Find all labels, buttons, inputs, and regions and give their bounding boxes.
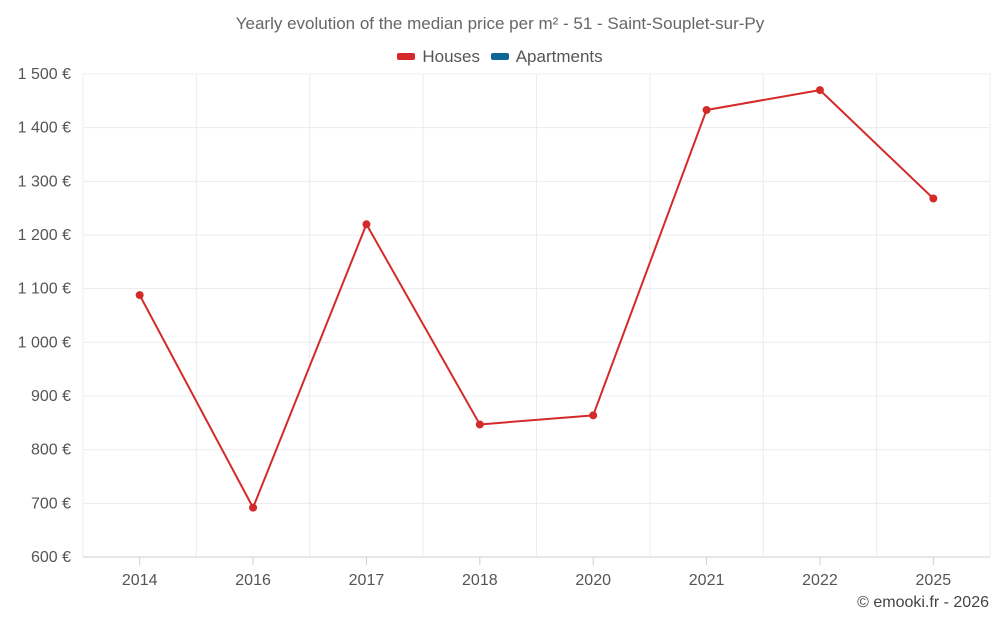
data-point xyxy=(929,194,938,203)
legend-label-houses: Houses xyxy=(422,46,480,66)
y-tick-label: 800 € xyxy=(31,442,71,459)
chart-title: Yearly evolution of the median price per… xyxy=(235,14,765,33)
x-tick-label: 2017 xyxy=(349,572,385,589)
x-tick-label: 2016 xyxy=(235,572,271,589)
data-point xyxy=(815,86,824,95)
data-point xyxy=(702,105,711,114)
legend-swatch-houses xyxy=(397,53,416,60)
data-point xyxy=(135,291,144,300)
x-tick-label: 2021 xyxy=(689,572,725,589)
legend-label-apartments: Apartments xyxy=(515,46,603,66)
y-tick-label: 700 € xyxy=(31,495,71,512)
y-tick-label: 600 € xyxy=(31,549,71,566)
y-tick-label: 1 200 € xyxy=(18,227,71,244)
x-tick-label: 2020 xyxy=(575,572,611,589)
data-point xyxy=(589,411,598,420)
x-tick-label: 2018 xyxy=(462,572,498,589)
y-tick-label: 1 000 € xyxy=(18,334,71,351)
y-tick-label: 1 100 € xyxy=(18,281,71,298)
legend: Houses Apartments xyxy=(0,45,1000,67)
legend-item-apartments[interactable]: Apartments xyxy=(490,46,603,67)
legend-swatch-apartments xyxy=(490,53,509,60)
legend-item-houses[interactable]: Houses xyxy=(397,47,480,67)
y-tick-label: 900 € xyxy=(31,388,71,405)
x-tick-label: 2014 xyxy=(122,572,158,589)
y-tick-label: 1 300 € xyxy=(18,173,71,190)
y-tick-label: 1 400 € xyxy=(18,120,71,137)
data-point xyxy=(249,503,258,512)
series-line-houses xyxy=(138,89,935,509)
x-tick-label: 2022 xyxy=(802,572,838,589)
data-point xyxy=(362,220,371,229)
data-point xyxy=(475,420,484,429)
y-tick-label: 1 500 € xyxy=(18,66,71,83)
x-tick-label: 2025 xyxy=(916,572,952,589)
credit-text: © emooki.fr - 2026 xyxy=(857,594,989,611)
